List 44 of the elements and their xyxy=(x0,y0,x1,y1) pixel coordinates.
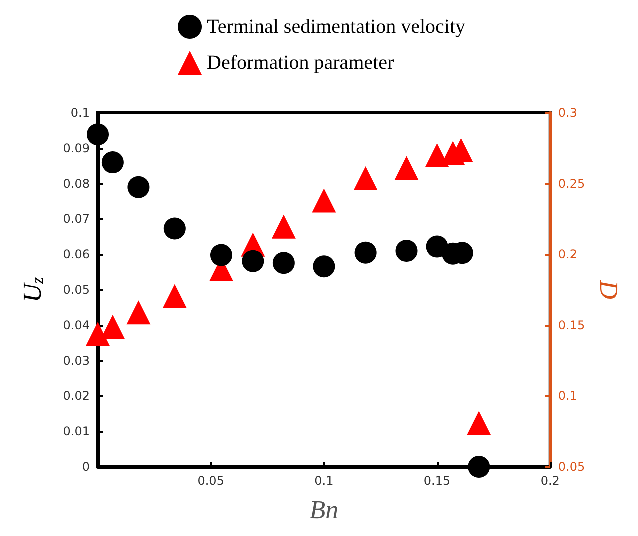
point xyxy=(354,242,377,264)
y2-tick-label: 0.15 xyxy=(558,318,586,332)
y2-tick-label: 0.2 xyxy=(558,248,578,262)
point xyxy=(126,300,151,325)
y2-tick-label: 0.25 xyxy=(558,176,586,191)
x-tick-label: 0.15 xyxy=(424,474,451,488)
y-tick-label: 0.02 xyxy=(63,389,90,404)
point xyxy=(468,456,490,478)
point xyxy=(313,256,336,278)
point xyxy=(242,250,264,272)
y2-tick-label: 0.1 xyxy=(558,389,578,404)
point xyxy=(164,218,186,240)
y-tick-label: 0.07 xyxy=(63,212,90,226)
y-axis-title: Uz xyxy=(18,276,47,303)
y-tick-label: 0.03 xyxy=(63,354,90,368)
y-tick-label: 0.1 xyxy=(70,106,90,120)
legend-label: Deformation parameter xyxy=(207,52,394,74)
point xyxy=(162,284,187,308)
point xyxy=(467,411,492,436)
x-axis-title: Bn xyxy=(310,496,339,524)
x-tick-label: 0.2 xyxy=(540,474,560,488)
point xyxy=(128,176,150,198)
y-tick-label: 0.04 xyxy=(63,318,90,332)
y-tick-label: 0 xyxy=(82,460,90,474)
point xyxy=(354,166,378,191)
point xyxy=(272,252,295,274)
point xyxy=(102,152,124,174)
y-tick-label: 0.01 xyxy=(63,424,90,439)
point xyxy=(272,214,296,239)
y-tick-label: 0.09 xyxy=(63,141,90,156)
x-tick-label: 0.05 xyxy=(198,474,224,488)
point xyxy=(394,156,419,180)
y2-tick-label: 0.05 xyxy=(558,460,586,474)
y-tick-label: 0.06 xyxy=(63,248,90,262)
y2-tick-label: 0.3 xyxy=(558,106,578,120)
point xyxy=(425,143,450,168)
y2-axis-title: D xyxy=(594,280,624,300)
legend-label: Terminal sedimentation velocity xyxy=(207,16,466,38)
y-tick-label: 0.05 xyxy=(63,283,90,297)
y-tick-label: 0.08 xyxy=(63,176,90,191)
point xyxy=(210,244,232,266)
point xyxy=(312,188,336,213)
point xyxy=(396,240,418,262)
x-tick-label: 0.1 xyxy=(314,474,334,488)
